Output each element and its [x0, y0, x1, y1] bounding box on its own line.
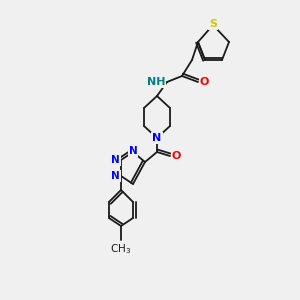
Text: N: N [129, 146, 137, 156]
Text: CH$_3$: CH$_3$ [110, 242, 132, 256]
Text: N: N [152, 133, 162, 143]
Text: N: N [111, 171, 120, 181]
Text: O: O [172, 151, 182, 161]
Text: NH: NH [146, 77, 165, 87]
Text: N: N [111, 155, 120, 165]
Text: S: S [209, 19, 217, 29]
Text: O: O [200, 77, 209, 87]
